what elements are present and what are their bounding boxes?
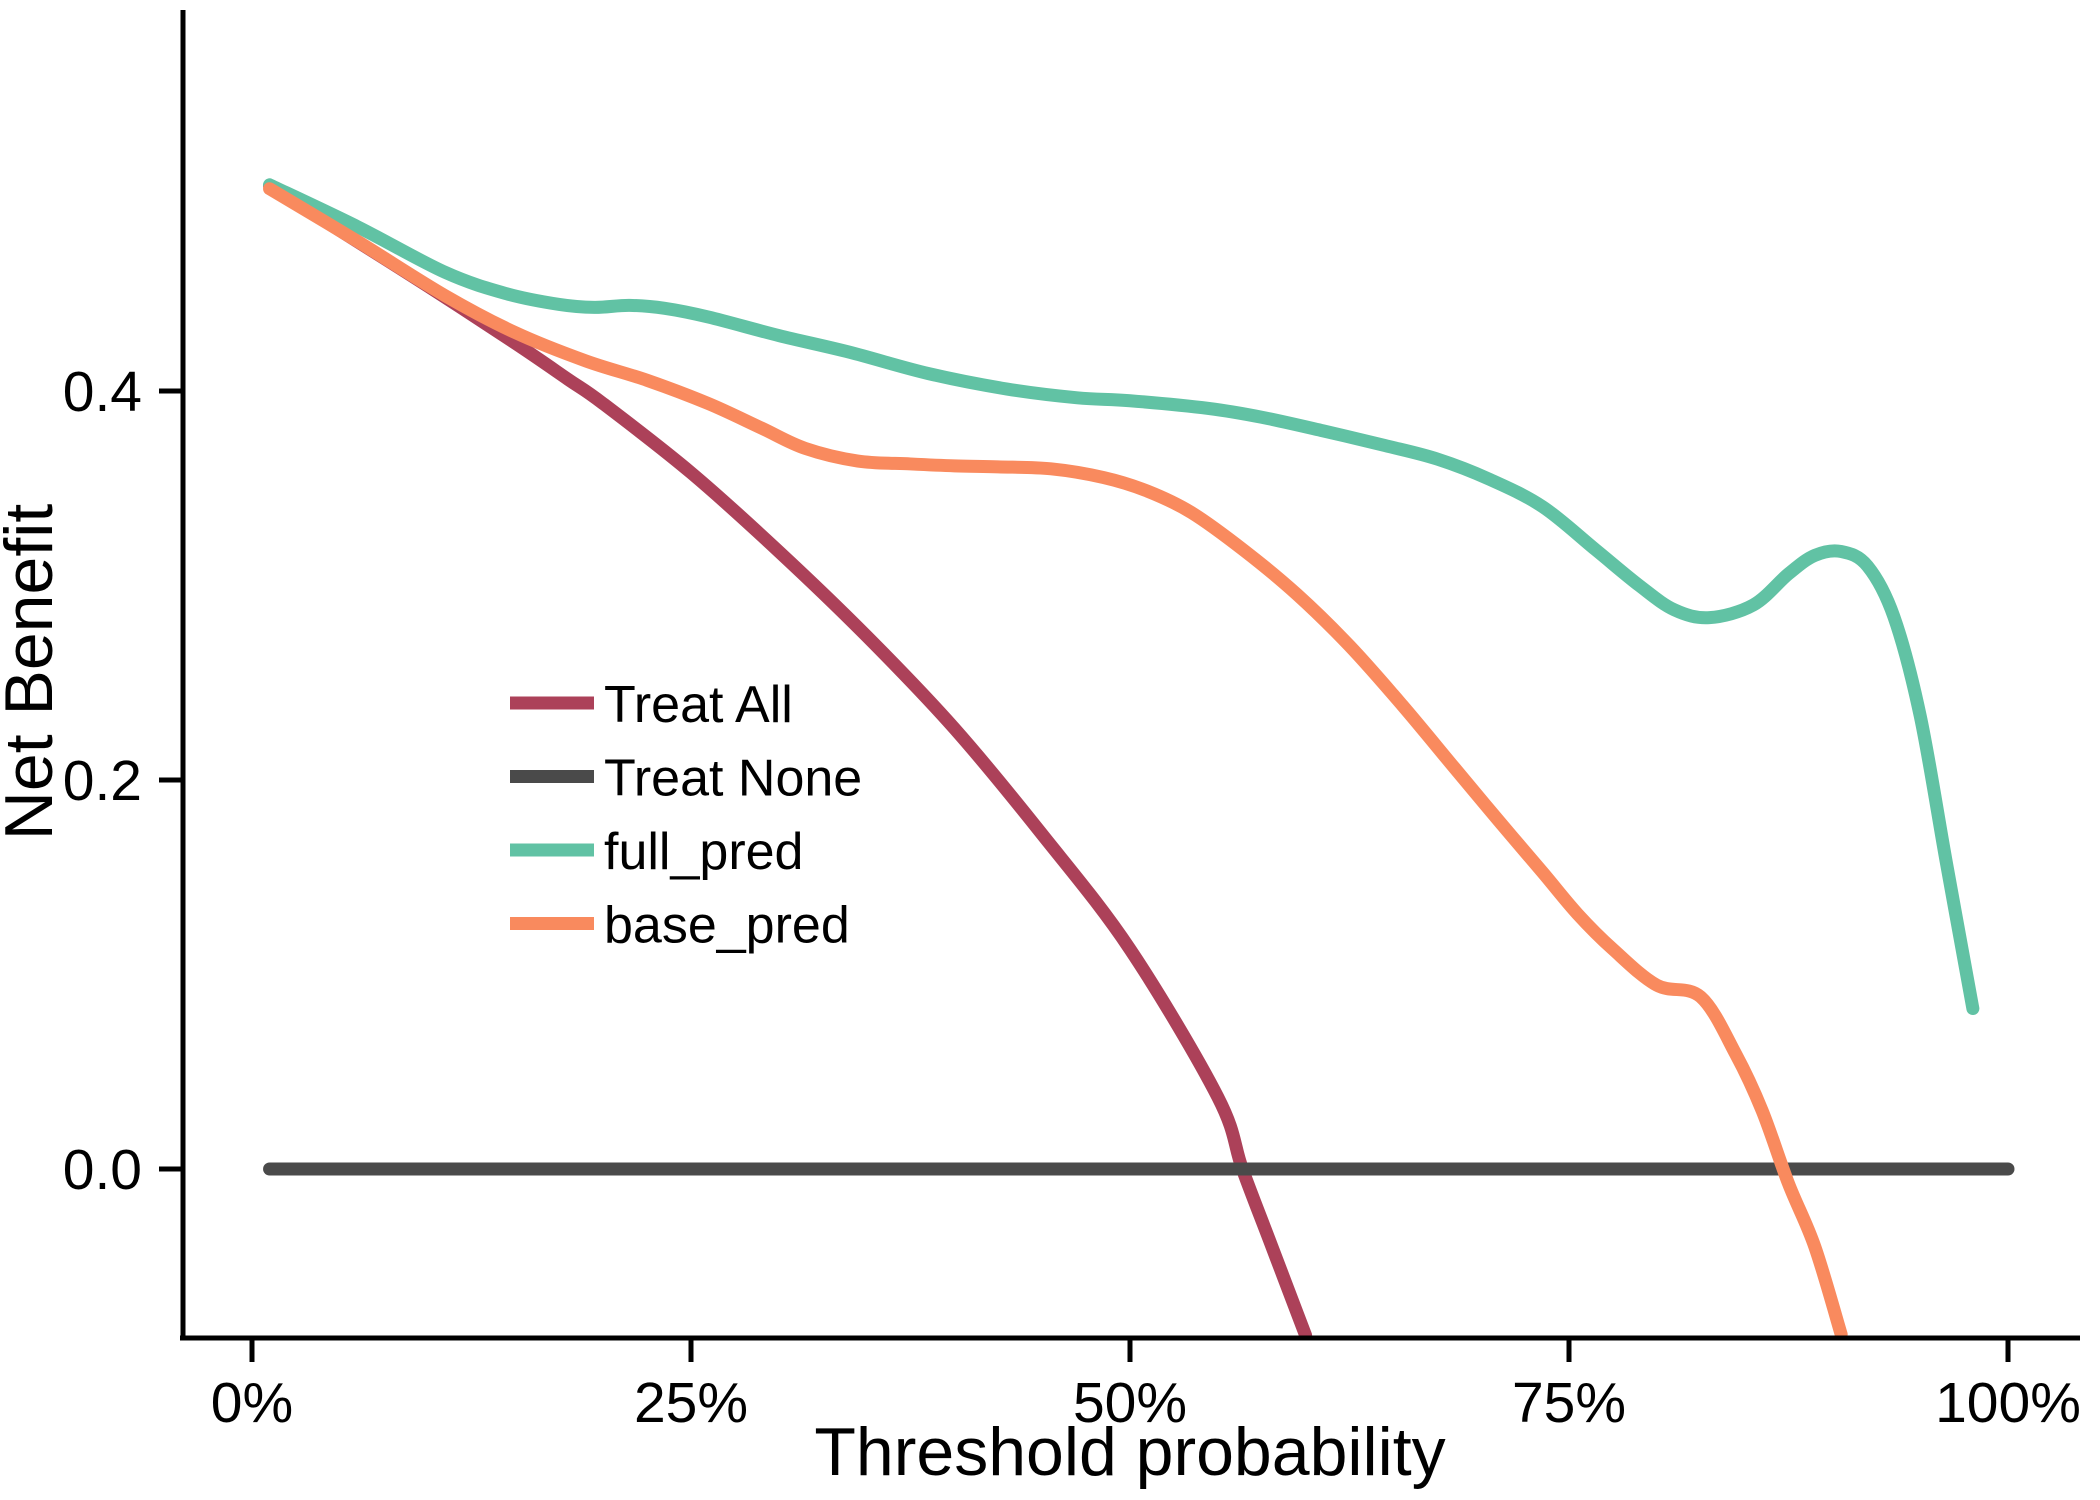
legend-item-treat-none[interactable]: Treat None [510, 750, 862, 808]
x-tick-label: 25% [634, 1371, 748, 1435]
y-axis-ticks: 0.0 0.2 0.4 [63, 360, 183, 1202]
x-tick-label: 75% [1512, 1371, 1626, 1435]
x-axis-ticks: 0% 25% 50% 75% 100% [211, 1338, 2081, 1435]
series-line-base-pred [263, 182, 1848, 1338]
series-group [263, 178, 2015, 1338]
legend-item-full-pred[interactable]: full_pred [510, 823, 803, 881]
legend-item-label: Treat All [604, 676, 793, 734]
legend-item-base-pred[interactable]: base_pred [510, 897, 850, 955]
y-tick-label: 0.0 [63, 1138, 142, 1202]
x-tick-label: 50% [1073, 1371, 1187, 1435]
x-tick-label: 100% [1935, 1371, 2081, 1435]
y-tick-label: 0.4 [63, 360, 142, 424]
legend-item-label: base_pred [604, 897, 850, 955]
legend-item-label: full_pred [604, 823, 803, 881]
legend-item-label: Treat None [604, 750, 862, 808]
legend-item-treat-all[interactable]: Treat All [510, 676, 793, 734]
x-tick-label: 0% [211, 1371, 293, 1435]
x-axis-title: Threshold probability [814, 1414, 1445, 1490]
series-line-full-pred [263, 178, 1980, 1016]
legend: Treat All Treat None full_pred base_pred [510, 676, 862, 955]
y-axis-title: Net Benefit [0, 504, 67, 841]
y-tick-label: 0.2 [63, 749, 142, 813]
